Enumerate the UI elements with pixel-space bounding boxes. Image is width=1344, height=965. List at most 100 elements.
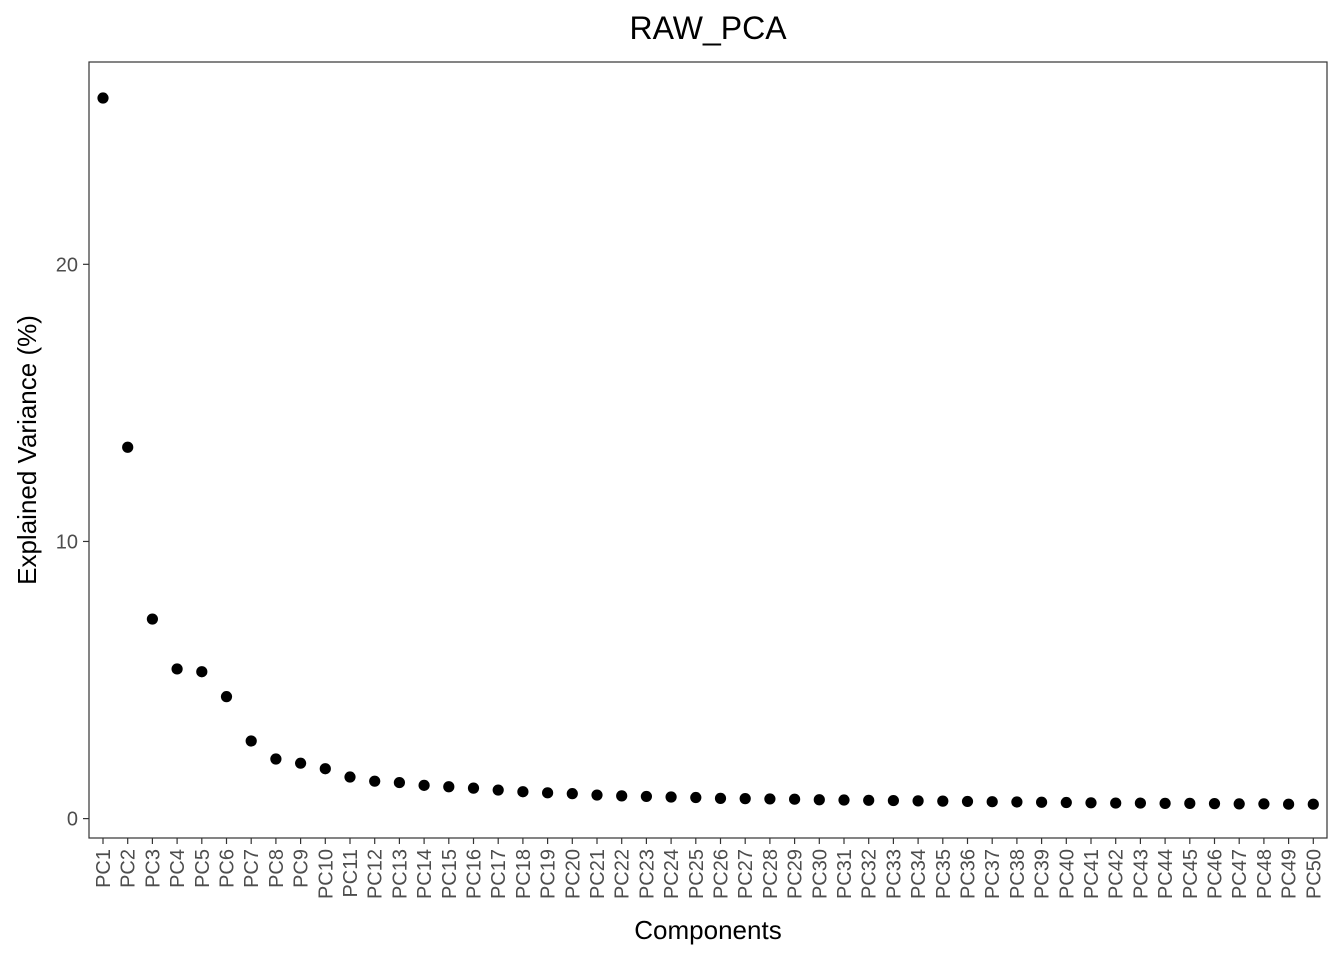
data-point-pc5 [196,666,208,678]
data-point-pc9 [295,757,307,769]
x-tick-label: PC14 [414,849,436,899]
x-tick-label: PC27 [735,849,757,899]
data-point-pc23 [640,790,653,803]
x-tick-label: PC23 [636,849,658,899]
x-tick-label: PC36 [958,849,980,899]
x-tick-label: PC41 [1081,849,1103,899]
data-point-pc15 [443,781,455,793]
x-tick-label: PC15 [439,849,461,899]
data-point-pc17 [492,784,504,796]
data-point-pc47 [1233,798,1245,810]
data-point-pc38 [1011,796,1023,808]
data-point-pc2 [122,441,134,453]
y-tick-label: 10 [56,531,78,553]
data-point-pc49 [1283,798,1295,810]
x-tick-label: PC12 [365,849,387,899]
data-point-pc39 [1036,796,1048,808]
x-tick-label: PC38 [1007,849,1029,899]
data-point-pc33 [887,794,900,807]
data-point-pc20 [566,788,578,800]
x-tick-label: PC21 [587,849,609,899]
data-point-pc35 [937,795,949,807]
data-point-pc32 [863,794,875,806]
chart-title: RAW_PCA [629,10,787,46]
data-point-pc34 [912,795,924,807]
x-tick-label: PC37 [982,849,1004,899]
x-tick-label: PC46 [1205,849,1227,899]
x-tick-label: PC22 [612,849,634,899]
data-point-pc40 [1060,796,1072,809]
data-point-pc37 [986,796,998,808]
data-point-pc29 [789,793,801,805]
data-point-pc50 [1307,798,1319,810]
x-tick-label: PC6 [217,849,239,888]
x-tick-label: PC28 [760,849,782,899]
x-tick-label: PC32 [859,849,881,899]
y-axis: 0 10 20 [56,254,89,831]
data-point-pc45 [1184,797,1196,809]
x-tick-label: PC20 [562,849,584,899]
x-tick-label: PC16 [464,849,486,899]
y-tick-label: 20 [56,254,78,276]
x-axis: PC1 PC2 PC3 PC4 PC5 PC6 PC7 PC8 PC9 PC10 PC11 PC12 P… [93,838,1325,899]
x-axis-label: Components [634,915,781,945]
x-tick-label: PC13 [389,849,411,899]
data-point-pc24 [665,791,677,803]
x-tick-label: PC39 [1032,849,1054,899]
x-tick-label: PC33 [883,849,905,899]
data-point-pc28 [764,793,776,805]
data-point-pc3 [146,613,158,625]
x-tick-label: PC31 [834,849,856,899]
x-tick-label: PC34 [908,849,930,899]
data-point-pc6 [220,691,233,703]
x-tick-label: PC19 [538,849,560,899]
x-tick-label: PC44 [1155,849,1177,899]
data-point-pc4 [171,663,183,675]
x-tick-label: PC17 [488,849,510,899]
data-point-pc44 [1159,797,1171,809]
data-point-pc18 [517,786,529,798]
x-tick-label: PC42 [1106,849,1128,899]
x-tick-label: PC8 [266,849,288,888]
x-tick-label: PC25 [686,849,708,899]
data-point-pc42 [1110,797,1122,809]
x-tick-label: PC45 [1180,849,1202,899]
x-tick-label: PC11 [340,849,362,898]
x-tick-label: PC48 [1254,849,1276,899]
data-point-pc36 [961,795,974,808]
data-point-pc21 [591,789,603,801]
data-point-pc11 [344,771,356,783]
data-point-pc41 [1085,797,1097,809]
data-point-pc19 [542,787,554,799]
x-tick-label: PC43 [1130,849,1152,899]
data-point-pc10 [319,763,331,775]
data-point-pc26 [714,792,727,804]
x-tick-label: PC35 [933,849,955,899]
plot-panel-border [88,61,1328,839]
x-tick-label: PC47 [1229,849,1251,899]
data-point-pc13 [393,776,405,789]
x-tick-label: PC50 [1303,849,1325,899]
x-tick-label: PC30 [809,849,831,899]
data-point-pc1 [97,92,109,104]
x-tick-label: PC24 [661,849,683,899]
x-tick-label: PC4 [167,849,189,888]
data-point-pc25 [690,791,702,804]
data-point-pc7 [245,735,257,747]
x-tick-label: PC49 [1279,849,1301,899]
y-tick-label: 0 [67,809,78,831]
data-point-pc8 [270,753,282,765]
x-tick-label: PC10 [315,849,337,899]
x-tick-label: PC7 [241,849,263,888]
data-point-pc46 [1208,798,1221,810]
x-tick-label: PC18 [513,849,535,899]
data-point-pc12 [369,775,381,787]
x-tick-label: PC9 [291,849,313,888]
data-point-pc22 [616,790,628,802]
data-point-pc31 [838,794,850,806]
data-point-pc30 [813,794,825,806]
data-point-pc48 [1258,798,1270,810]
x-tick-label: PC29 [785,849,807,899]
data-point-pc27 [739,793,751,805]
